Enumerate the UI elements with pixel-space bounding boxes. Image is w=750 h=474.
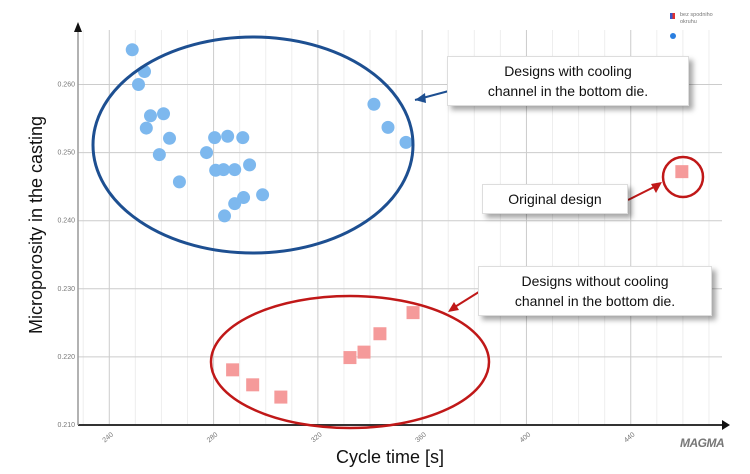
data-point-square (406, 306, 420, 320)
data-point-square (675, 165, 689, 179)
data-point-circle (236, 131, 250, 145)
original-circle (661, 155, 705, 199)
data-point-circle (367, 97, 381, 111)
y-tick-label: 0.240 (57, 218, 75, 225)
data-point-square (246, 378, 260, 392)
data-point-circle (228, 197, 242, 211)
x-axis-label: Cycle time [s] (336, 447, 444, 467)
y-tick-label: 0.250 (57, 150, 75, 157)
data-point-circle (218, 209, 232, 223)
callout-text: Designs with cooling (504, 63, 632, 79)
data-point-circle (399, 135, 413, 149)
x-tick-label: 400 (519, 431, 533, 444)
callout-text: Original design (508, 191, 602, 207)
data-point-circle (163, 131, 177, 145)
data-point-circle (381, 120, 395, 134)
data-point-square (343, 351, 357, 365)
x-tick-label: 280 (206, 431, 220, 444)
callout-text: channel in the bottom die. (514, 293, 676, 309)
no-cooling-ellipse (209, 294, 491, 430)
cooling-ellipse (91, 35, 415, 255)
x-tick-label: 360 (414, 431, 428, 444)
legend-label: okruhu (680, 19, 697, 25)
legend-circle-icon (670, 33, 676, 39)
callout-text: Designs without cooling (521, 273, 669, 289)
data-point-circle (228, 163, 242, 177)
y-axis-label: Microporosity in the casting (26, 116, 46, 334)
y-tick-label: 0.210 (57, 422, 75, 429)
data-point-circle (143, 109, 157, 123)
x-axis-arrow (722, 420, 730, 430)
legend: bez spodniho okruhu (670, 12, 713, 39)
data-point-square (373, 327, 387, 341)
data-point-circle (221, 129, 235, 143)
data-point-circle (200, 146, 214, 160)
callout-original: Original design (482, 184, 628, 214)
grid (78, 30, 722, 425)
data-point-circle (243, 158, 257, 172)
data-point-square (226, 363, 240, 377)
x-tick-label: 320 (310, 431, 324, 444)
y-tick-label: 0.230 (57, 286, 75, 293)
y-tick-label: 0.260 (57, 81, 75, 88)
callout-text: channel in the bottom die. (487, 83, 649, 99)
data-point-circle (157, 107, 171, 121)
data-point-circle (208, 131, 222, 145)
y-axis-arrow (74, 22, 82, 32)
data-point-square (274, 390, 288, 404)
data-point-circle (152, 148, 166, 162)
legend-square-icon (670, 13, 675, 19)
data-point-circle (172, 175, 186, 189)
data-point-circle (139, 121, 153, 135)
data-point-circle (216, 163, 230, 177)
data-point-circle (131, 77, 145, 91)
data-point-square (357, 345, 371, 359)
data-point-circle (125, 43, 139, 57)
x-tick-label: 240 (102, 431, 116, 444)
callout-with-cooling: Designs with cooling channel in the bott… (447, 56, 689, 106)
y-tick-label: 0.220 (57, 354, 75, 361)
data-point-circle (256, 188, 270, 202)
legend-label: bez spodniho (680, 12, 713, 18)
x-tick-label: 440 (623, 431, 637, 444)
magma-logo: MAGMA (680, 436, 725, 450)
callout-without-cooling: Designs without cooling channel in the b… (478, 266, 712, 316)
